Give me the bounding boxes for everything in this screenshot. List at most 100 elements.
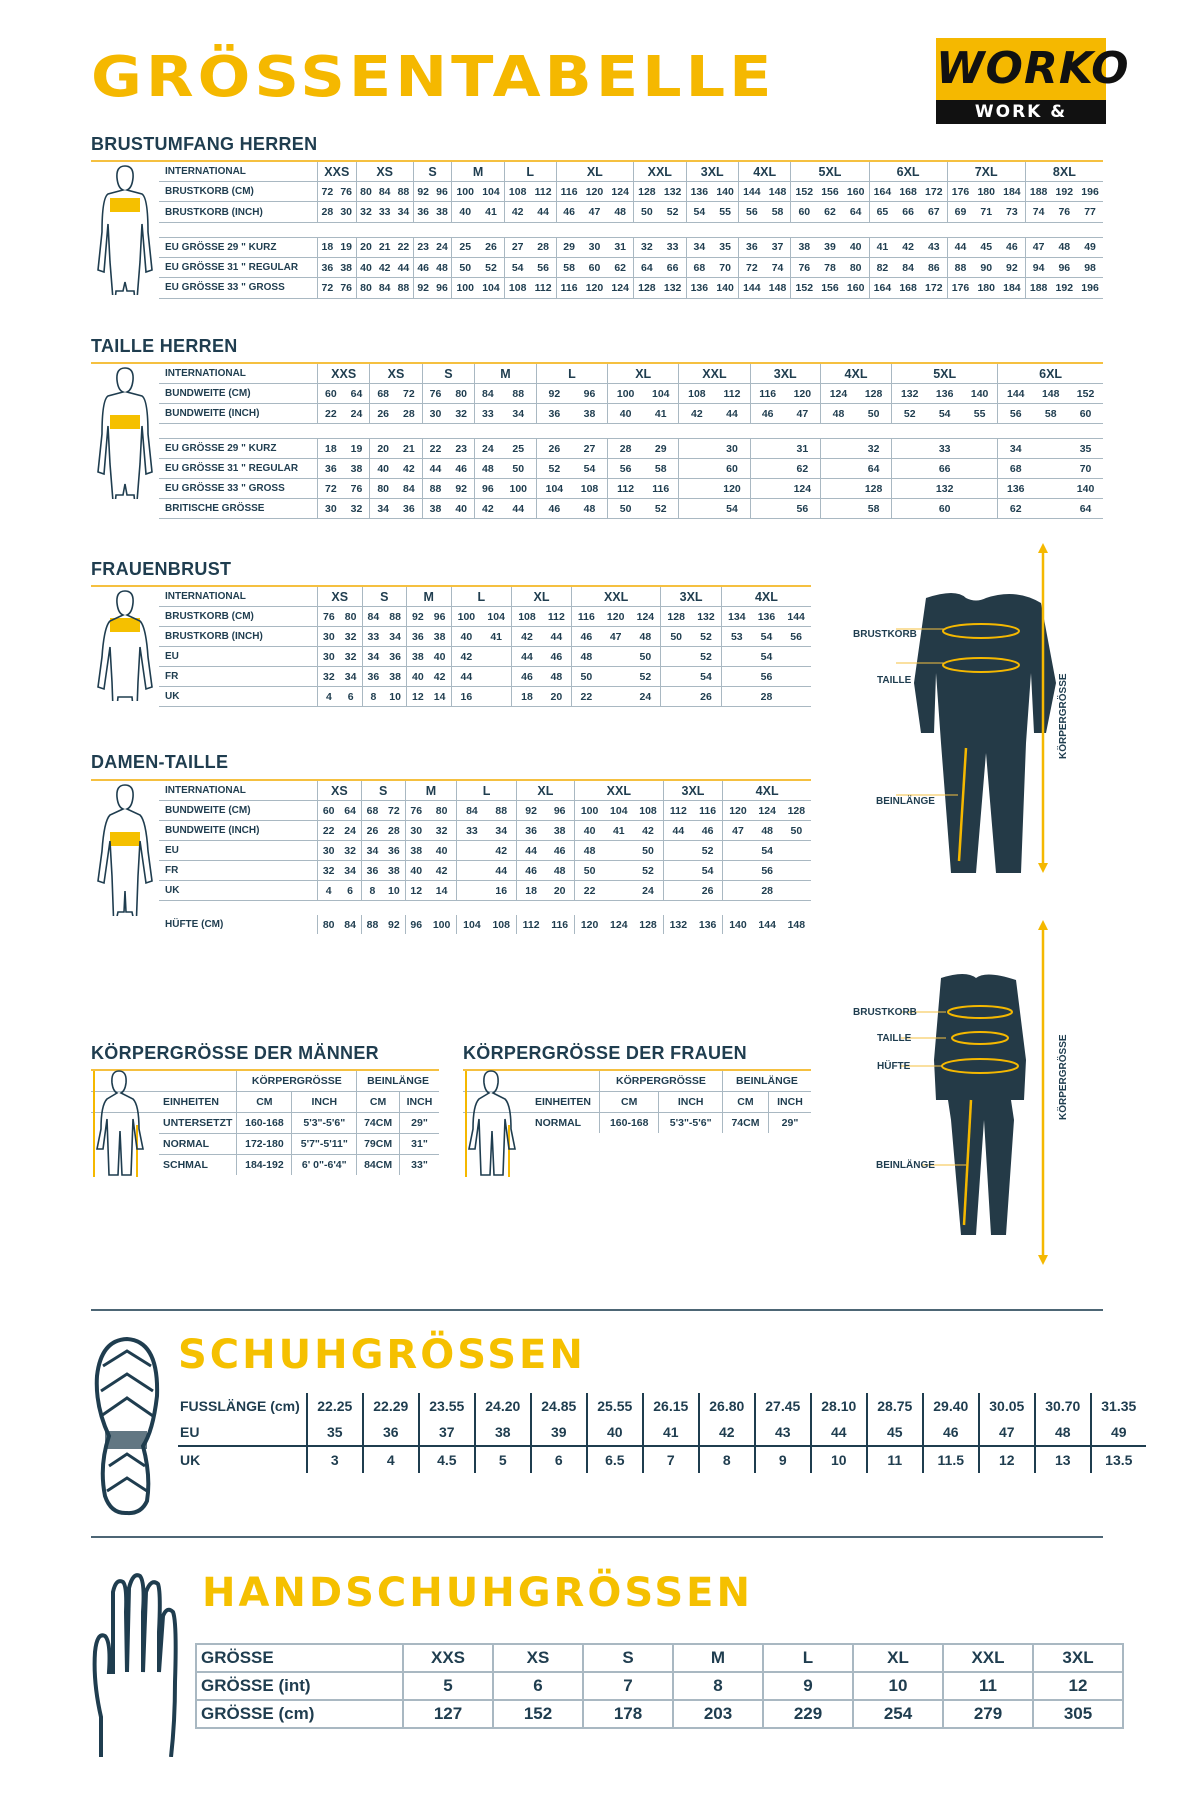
page-title: GRÖSSENTABELLE	[91, 44, 776, 110]
table-cell: 132	[662, 915, 693, 934]
table-cell: 74	[1024, 201, 1052, 223]
table-cell: 47	[600, 626, 631, 647]
table-cell: 76	[1051, 201, 1078, 223]
table-cell: 50	[856, 403, 892, 424]
measure-guide-women: BRUSTKORB TAILLE HÜFTE BEINLÄNGE KÖRPERG…	[846, 920, 1106, 1265]
table-cell: 100	[573, 800, 605, 821]
table-cell: 28.10	[809, 1393, 867, 1419]
table-cell: 42	[511, 626, 542, 647]
table-row: UNTERSETZT 160-168 5'3"-5'6" 74CM 29"	[91, 1112, 439, 1134]
table-cell: 78	[817, 257, 843, 279]
group-header-row: KÖRPERGRÖSSE BEINLÄNGE	[91, 1070, 439, 1092]
table-cell: 26	[535, 438, 572, 459]
table-cell: 96	[404, 915, 427, 934]
size-header-3xl: 3XL	[662, 780, 723, 801]
unit-header: CM	[356, 1091, 400, 1113]
table-cell: 92	[515, 800, 546, 821]
table-cell: 76	[404, 800, 427, 821]
table-cell: 47	[784, 403, 821, 424]
table-cell: 11	[865, 1446, 923, 1473]
table-cell: 84	[375, 181, 395, 203]
size-header-xxl: XXL	[633, 161, 686, 183]
table-cell: 30	[581, 237, 608, 259]
table-cell: 100	[607, 383, 644, 404]
table-cell	[891, 458, 928, 479]
row-label: BRUSTKORB (CM)	[159, 181, 318, 203]
table-cell: 50	[660, 626, 692, 647]
table-cell: 38	[571, 403, 608, 424]
table-cell: 124	[784, 478, 821, 499]
table-cell: 128	[781, 800, 811, 821]
shoe-size-table: FUSSLÄNGE (cm) 22.25 22.29 23.55 24.20 24.85 2…	[178, 1393, 1146, 1473]
table-cell: 120	[600, 606, 631, 627]
table-cell: 46	[749, 403, 785, 424]
table-cell: 124	[752, 800, 782, 821]
table-cell: 24	[343, 403, 370, 424]
table-cell: 36	[361, 1419, 419, 1447]
table-cell: 48	[545, 860, 575, 881]
table-cell: 148	[764, 277, 791, 299]
table-cell	[481, 666, 512, 687]
table-cell: 54	[752, 840, 782, 861]
table-cell: 4	[317, 880, 340, 901]
table-cell: 29	[555, 237, 582, 259]
table-cell: 40	[450, 626, 482, 647]
table-cell: 36	[405, 626, 429, 647]
table-row: BRUSTKORB (INCH) 28 30 32 33 34 36 38 40 41 42 44 46…	[91, 201, 1103, 223]
table-cell: 164	[868, 277, 896, 299]
size-table: INTERNATIONAL XS S M L XL XXL 3XL 4XL BUNDWEITE (…	[91, 779, 811, 934]
table-cell: 84	[474, 383, 501, 404]
table-cell: 152	[1068, 383, 1103, 404]
size-header-4xl: 4XL	[737, 161, 791, 183]
table-row: SCHMAL 184-192 6' 0"-6'4" 84CM 33"	[91, 1154, 439, 1175]
label-beinlaenge-men: BEINLÄNGE	[876, 796, 935, 807]
table-cell	[722, 860, 753, 881]
table-cell	[781, 646, 811, 667]
table-row: EU GRÖSSE 33 " GROSS 72 76 80 84 88 92 96 100 104…	[91, 277, 1103, 299]
table-cell: 116	[692, 800, 723, 821]
header-label: INTERNATIONAL	[159, 780, 318, 801]
table-cell: 54	[751, 646, 782, 667]
table-cell: 48	[1033, 1419, 1091, 1447]
table-cell: 196	[1077, 277, 1103, 299]
row-label: BUNDWEITE (INCH)	[159, 403, 318, 424]
unit-header: CM	[721, 1091, 769, 1113]
table-cell: XXS	[402, 1643, 494, 1673]
table-cell: 184	[999, 277, 1026, 299]
table-cell: 30	[316, 498, 344, 519]
table-cell: 48	[432, 257, 452, 279]
table-cell: 47	[1024, 237, 1052, 259]
table-cell: 172	[920, 181, 948, 203]
table-cell: 64	[343, 383, 370, 404]
size-header-xxl: XXL	[678, 363, 751, 384]
table-cell: 19	[336, 237, 357, 259]
table-cell: 46	[692, 820, 723, 841]
table-cell: 35	[1068, 438, 1103, 459]
table-cell: 6	[529, 1446, 587, 1473]
table-cell	[600, 686, 631, 707]
table-cell: 68	[997, 458, 1034, 479]
table-cell: 44	[662, 820, 693, 841]
table-cell: 22.25	[305, 1393, 363, 1419]
table-cell: 23.55	[417, 1393, 475, 1419]
table-cell	[720, 686, 752, 707]
man-waist-figure-icon	[97, 367, 153, 515]
empty-cell	[91, 1091, 159, 1113]
table-cell: 11.5	[921, 1446, 979, 1473]
table-header-row: INTERNATIONAL XS S M L XL XXL 3XL 4XL	[91, 586, 811, 738]
size-header-xxl: XXL	[570, 586, 661, 607]
size-header-4xl: 4XL	[819, 363, 892, 384]
table-cell: 29"	[398, 1112, 439, 1134]
table-cell: 9	[762, 1671, 854, 1701]
table-row: EU GRÖSSE 31 " REGULAR 36 38 40 42 44 46 48 50 52…	[91, 257, 1103, 279]
table-cell: 62	[997, 498, 1034, 519]
table-frauenbrust: INTERNATIONAL XS S M L XL XXL 3XL 4XL BRUSTKORB (…	[91, 585, 811, 738]
table-cell	[678, 478, 715, 499]
table-cell	[456, 880, 487, 901]
table-cell: 54	[692, 860, 723, 881]
table-cell: 14	[426, 880, 457, 901]
logo-brand: WORKO	[936, 38, 1129, 100]
table-cell: 8	[361, 686, 385, 707]
table-cell: 120	[581, 181, 608, 203]
table-cell: 124	[819, 383, 857, 404]
